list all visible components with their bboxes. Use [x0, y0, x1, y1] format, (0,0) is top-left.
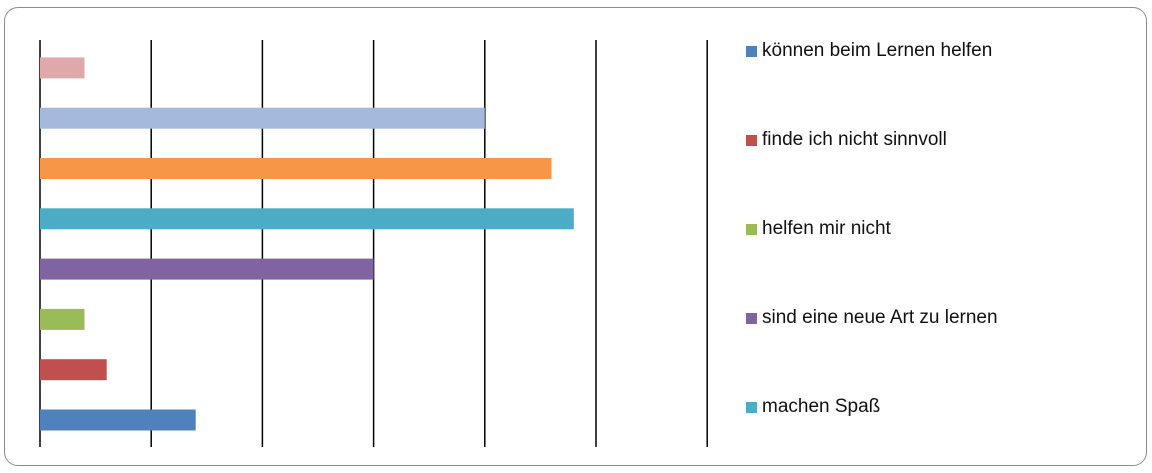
bar [40, 208, 574, 230]
chart-frame [4, 7, 1147, 466]
legend-label: können beim Lernen helfen [762, 40, 993, 61]
legend-item: finde ich nicht sinnvoll [746, 129, 947, 151]
legend-swatch [746, 223, 757, 235]
legend-swatch [746, 401, 757, 413]
legend-label: finde ich nicht sinnvoll [762, 129, 947, 150]
legend-swatch [746, 134, 757, 146]
bar [40, 359, 107, 381]
bar [40, 308, 85, 330]
legend-label: helfen mir nicht [762, 218, 891, 239]
legend-label: sind eine neue Art zu lernen [762, 307, 998, 328]
legend-item: helfen mir nicht [746, 218, 891, 240]
legend-swatch [746, 312, 757, 324]
legend-item: machen Spaß [746, 396, 880, 418]
bar [40, 158, 552, 179]
legend-label: machen Spaß [762, 396, 881, 417]
legend-swatch [746, 45, 757, 57]
legend-item: sind eine neue Art zu lernen [746, 307, 998, 329]
bar [40, 409, 196, 431]
bar [40, 107, 485, 129]
bar [40, 57, 85, 79]
bar-chart [39, 40, 708, 447]
legend-item: können beim Lernen helfen [746, 40, 992, 62]
gridlines [39, 40, 708, 447]
bars [40, 57, 574, 431]
bar [40, 258, 374, 280]
